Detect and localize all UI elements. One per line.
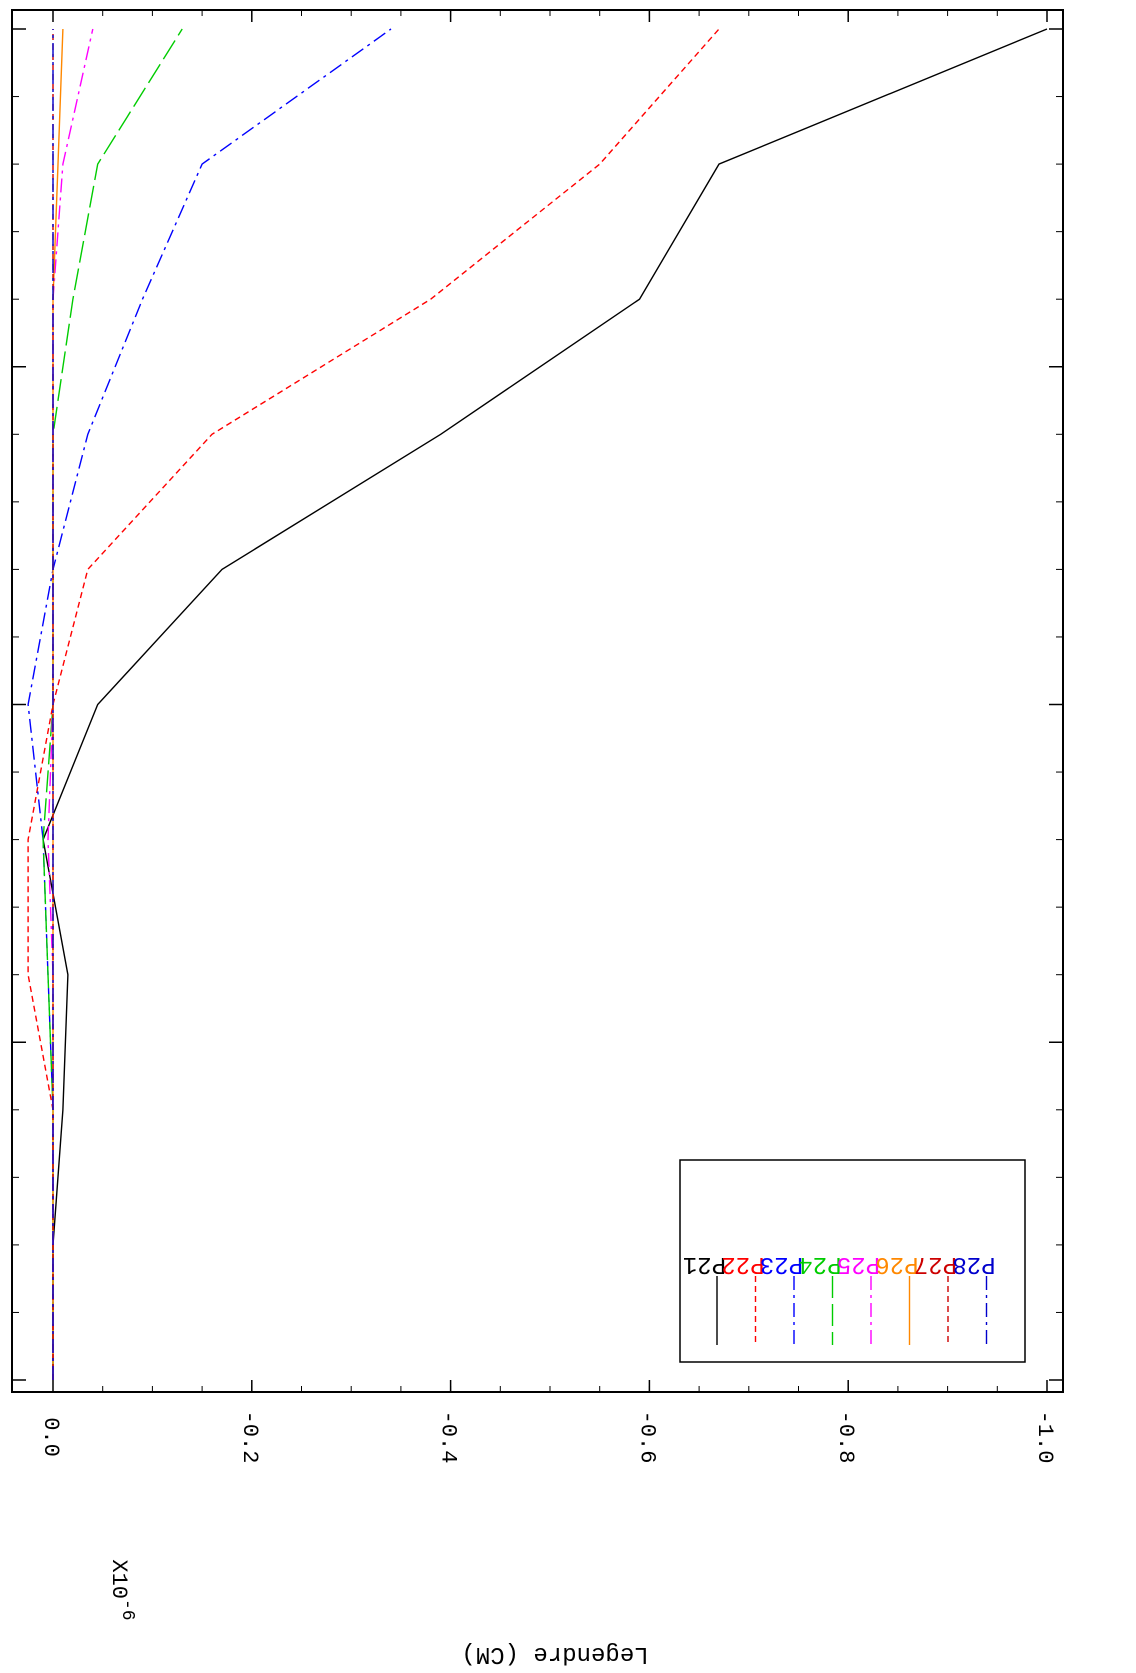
value-tick-label: -0.6: [634, 1411, 659, 1464]
legend-label-p25: P25: [837, 1250, 880, 1277]
y-axis-exponent: X10-6: [106, 1559, 137, 1620]
value-tick-label: -0.2: [237, 1411, 262, 1464]
legend-label-p22: P22: [721, 1250, 764, 1277]
value-tick-label: 0.0: [38, 1417, 63, 1457]
legend-box: [679, 1159, 1026, 1363]
series-line-p21: [42, 28, 1048, 1380]
value-tick-label: -0.4: [436, 1411, 461, 1464]
value-tick-label: -0.8: [833, 1411, 858, 1464]
legend-label-p26: P26: [875, 1250, 918, 1277]
axis-layer: 0.0 -0.2 -0.4 -0.6 -0.8 -1.0: [11, 9, 1064, 1464]
legend-label-p28: P28: [952, 1250, 995, 1277]
value-tick-label: -1.0: [1032, 1411, 1057, 1464]
y-axis-title: Legendre (CM): [461, 1640, 648, 1667]
plot-layer: [27, 28, 1048, 1380]
legend-label-p21: P21: [683, 1250, 726, 1277]
y-axis-exponent-power: -6: [117, 1599, 137, 1621]
y-axis-exponent-base: X10: [106, 1559, 131, 1599]
plot-frame: [11, 9, 1064, 1393]
legend-label-p24: P24: [798, 1250, 841, 1277]
legend-label-p27: P27: [914, 1250, 957, 1277]
legend-label-p23: P23: [760, 1250, 803, 1277]
